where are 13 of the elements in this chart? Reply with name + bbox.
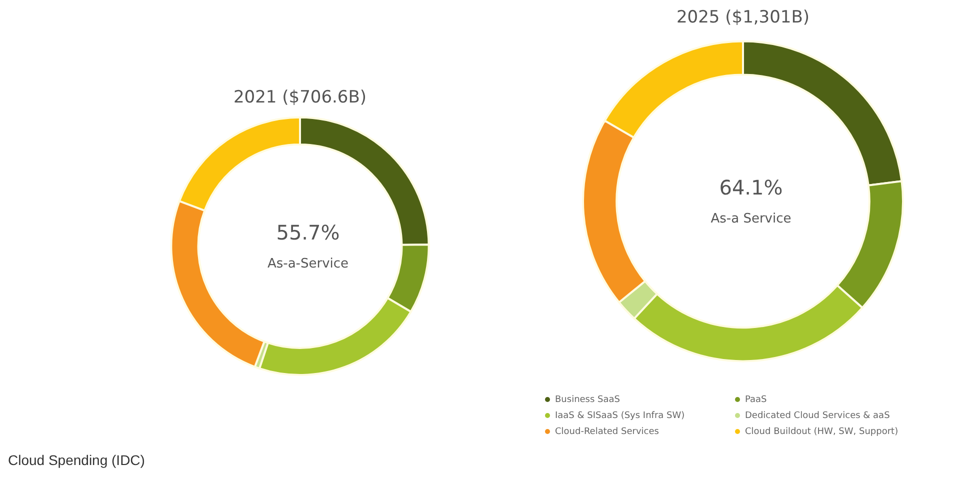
legend-label: Cloud Buildout (HW, SW, Support) (744, 427, 900, 437)
chart-title: 2021 ($706.6B) (233, 88, 367, 108)
legend-label: IaaS & SISaaS (Sys Infra SW) (554, 411, 686, 421)
text: As-a Service (710, 212, 792, 227)
legend-label: Cloud-Related Services (554, 427, 660, 437)
text: Cloud Spending (IDC) (8, 452, 145, 468)
legend-label: Dedicated Cloud Services & aaS (744, 411, 891, 421)
legend-label: Business SaaS (554, 395, 622, 405)
text: 64.1% (719, 175, 783, 200)
text: 55.7% (276, 220, 340, 244)
legend-label: PaaS (744, 395, 768, 405)
chart-title: 2025 ($1,301B) (676, 8, 810, 28)
text: As-a-Service (267, 256, 349, 272)
